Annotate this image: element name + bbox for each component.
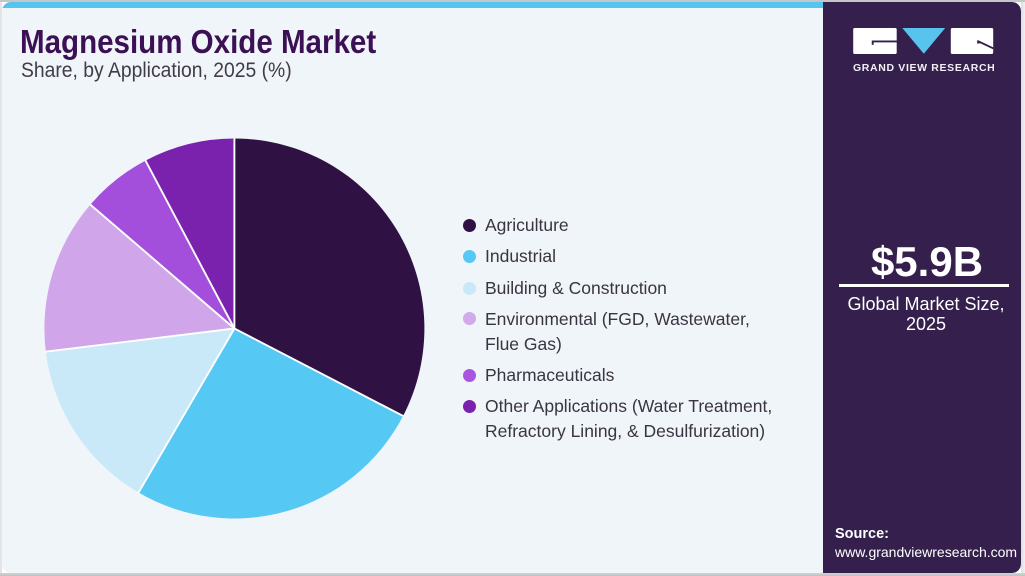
svg-text:GRAND VIEW RESEARCH: GRAND VIEW RESEARCH: [853, 62, 995, 74]
